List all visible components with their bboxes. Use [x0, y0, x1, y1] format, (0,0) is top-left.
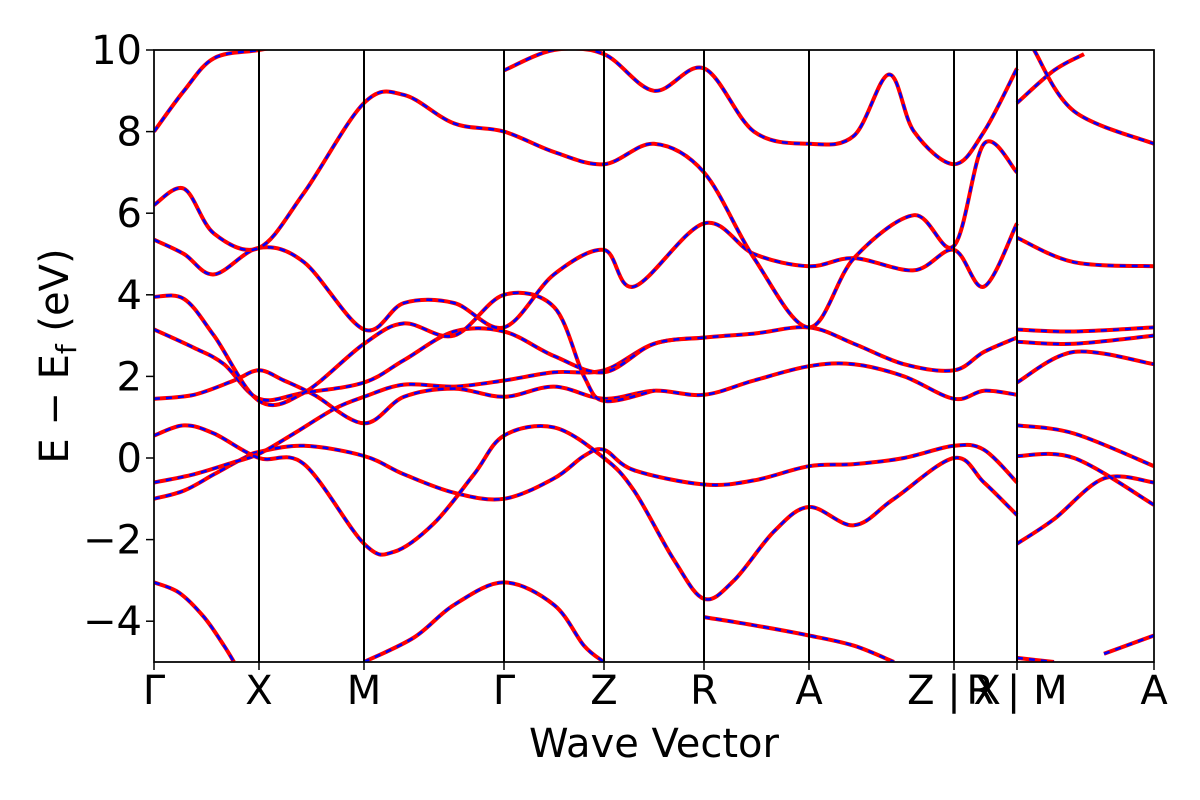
band-line-blue-4	[154, 362, 1018, 425]
band-line-blue-18	[1016, 52, 1085, 104]
x-tick-label-7: Z | X	[907, 668, 1001, 714]
x-tick-label-3: Γ	[493, 668, 516, 714]
y-axis-label-subscript: f	[50, 343, 83, 354]
x-tick-label-6: A	[795, 668, 823, 714]
y-tick-label-1: −2	[83, 518, 142, 564]
plot-frame-border	[153, 49, 1155, 663]
x-tick-label-2: M	[347, 668, 382, 714]
plot-frame	[153, 49, 1155, 663]
band-line-blue-14	[1016, 350, 1154, 384]
band-line-blue-16	[1016, 326, 1154, 333]
y-axis-label-unit: (eV)	[32, 248, 78, 344]
x-tick-label-8: R | M	[966, 668, 1067, 714]
y-tick-label-2: 0	[117, 436, 142, 482]
band-line-blue-19	[1032, 50, 1154, 145]
band-line-blue-20	[1016, 656, 1055, 662]
y-axis-label: E − Ef (eV)	[32, 248, 83, 463]
y-tick-label-6: 8	[117, 110, 142, 156]
band-line-blue-17	[1016, 236, 1154, 268]
band-line-blue-0	[154, 581, 236, 662]
y-tick-label-3: 2	[117, 354, 142, 400]
y-axis-ticks: −4 −2 0 2 4 6 8 10	[83, 28, 154, 645]
kpoint-vertical-lines	[258, 50, 1018, 662]
x-tick-label-5: R	[690, 668, 718, 714]
band-line-blue-11	[1016, 475, 1154, 545]
y-tick-label-7: 10	[91, 28, 142, 74]
band-line-blue-21	[1103, 634, 1154, 655]
x-tick-label-4: Z	[590, 668, 617, 714]
band-line-red-9	[154, 50, 271, 133]
band-line-blue-7	[154, 221, 1019, 332]
band-line-blue-2	[154, 325, 1018, 484]
band-line-blue-23	[363, 581, 605, 662]
band-line-blue-13	[1016, 424, 1154, 468]
band-line-blue-1	[154, 443, 1018, 501]
band-line-blue-12	[1016, 452, 1154, 506]
x-tick-label-1: X	[245, 668, 272, 714]
x-tick-label-9: A	[1140, 668, 1168, 714]
band-line-blue-6	[154, 291, 655, 407]
y-axis-label-main: E − E	[32, 354, 78, 464]
y-tick-label-5: 6	[117, 191, 142, 237]
x-axis-label: Wave Vector	[529, 721, 780, 767]
band-line-blue-15	[1016, 334, 1154, 346]
x-axis-ticks: Γ X M Γ Z R A Z | XR | M A	[143, 662, 1168, 714]
plot-area	[153, 49, 1155, 663]
band-line-blue-5	[154, 326, 705, 402]
y-tick-label-0: −4	[83, 599, 142, 645]
x-tick-label-0: Γ	[143, 668, 166, 714]
y-tick-label-4: 4	[117, 273, 142, 319]
